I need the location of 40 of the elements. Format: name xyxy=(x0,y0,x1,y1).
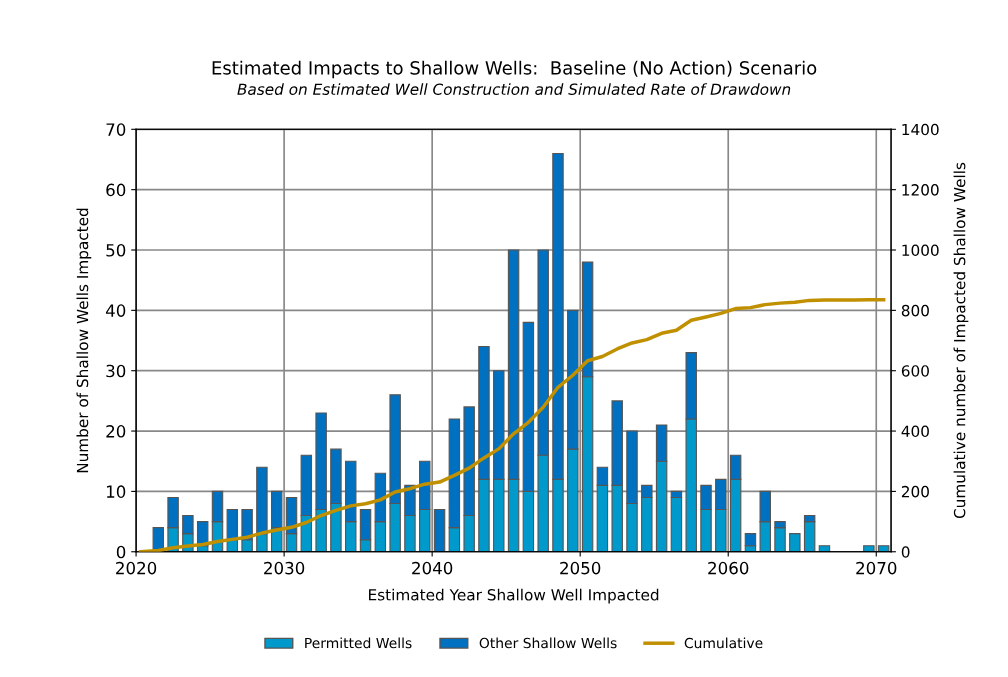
chart-subtitle: Based on Estimated Well Construction and Simulated Rate of Drawdown xyxy=(237,83,791,95)
bar xyxy=(256,533,268,552)
y2-tick-label: 1000 xyxy=(902,244,939,257)
y2-tick-label: 400 xyxy=(901,425,929,438)
y-tick-label: 0 xyxy=(116,545,126,559)
y2-tick-label: 800 xyxy=(901,304,929,317)
y2-tick-label: 0 xyxy=(901,546,910,558)
y-tick-label: 60 xyxy=(106,183,126,197)
x-tick-label: 2070 xyxy=(856,561,897,575)
legend-label: Cumulative xyxy=(684,637,763,649)
bar xyxy=(744,533,757,547)
x-tick-label: 2060 xyxy=(708,561,749,575)
y-tick-label: 20 xyxy=(106,425,126,438)
bar xyxy=(256,466,268,535)
y2-tick-label: 200 xyxy=(901,485,929,498)
bar xyxy=(789,533,801,552)
y-tick-label: 30 xyxy=(106,364,126,378)
y-tick-label: 50 xyxy=(106,243,126,257)
y2-axis-title: Cumulative number of Impacted Shallow Wells xyxy=(953,162,969,519)
x-tick-label: 2030 xyxy=(264,561,305,575)
y-tick-label: 70 xyxy=(106,123,126,136)
legend-label: Other Shallow Wells xyxy=(479,637,617,649)
y-tick-label: 10 xyxy=(106,485,126,498)
bar xyxy=(226,508,239,541)
legend-label: Permitted Wells xyxy=(305,637,412,649)
chart-title: Estimated Impacts to Shallow Wells: Baseline (No Action) Scenario xyxy=(212,60,817,79)
y2-tick-label: 1400 xyxy=(902,123,939,136)
x-tick-label: 2040 xyxy=(412,561,453,575)
x-tick-label: 2020 xyxy=(116,561,157,575)
bar xyxy=(433,508,446,552)
line-series xyxy=(138,298,886,552)
bar xyxy=(877,545,890,552)
y2-tick-label: 600 xyxy=(901,365,929,377)
bar xyxy=(863,545,875,552)
x-axis-title: Estimated Year Shallow Well Impacted xyxy=(369,588,659,604)
y-axis-title: Number of Shallow Wells Impacted xyxy=(76,208,92,473)
x-tick-label: 2050 xyxy=(560,561,601,575)
y-tick-label: 40 xyxy=(105,304,126,317)
bar xyxy=(152,527,165,552)
y2-tick-label: 1200 xyxy=(902,184,939,196)
